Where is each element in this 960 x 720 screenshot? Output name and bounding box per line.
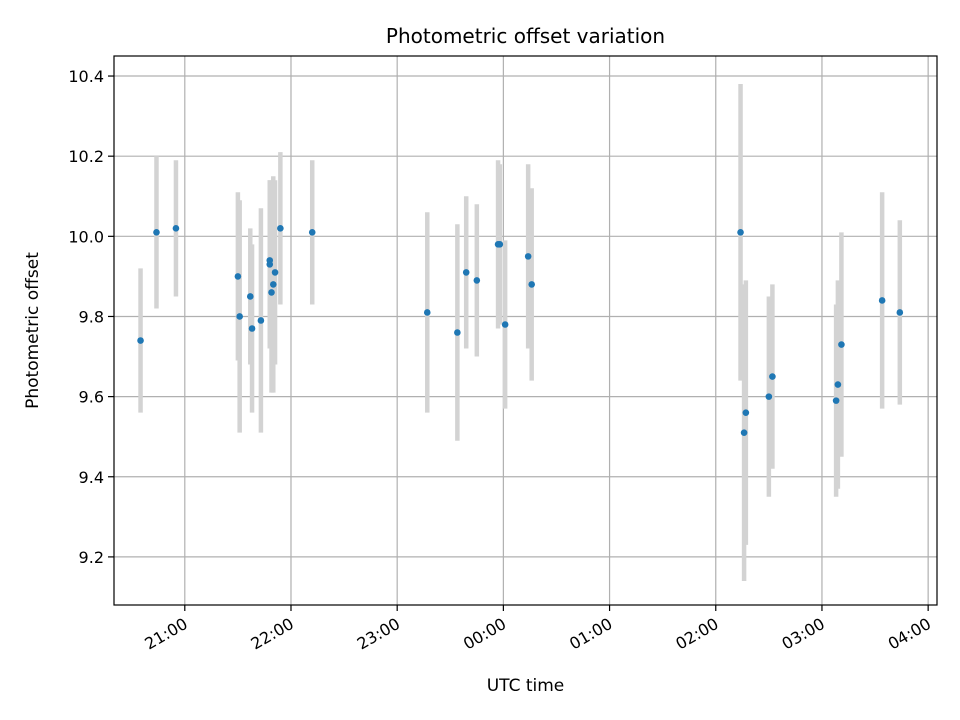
y-tick-label: 10.0	[68, 227, 104, 246]
data-point	[423, 309, 431, 316]
y-tick-label: 9.2	[79, 548, 104, 567]
data-point	[832, 397, 840, 404]
data-point	[878, 297, 886, 304]
data-point	[524, 253, 532, 260]
data-point	[740, 429, 748, 436]
data-point	[277, 225, 284, 232]
data-point	[268, 289, 275, 296]
data-point	[496, 241, 504, 248]
data-point	[765, 393, 773, 400]
plot-frame	[113, 55, 938, 606]
x-axis-title: UTC time	[487, 676, 565, 696]
data-point	[737, 229, 744, 236]
data-point	[266, 261, 274, 268]
data-point	[528, 281, 535, 288]
data-point	[269, 281, 277, 288]
data-point	[234, 273, 242, 280]
y-axis-title: Photometric offset	[23, 252, 43, 409]
data-point	[501, 321, 509, 328]
data-point	[137, 337, 144, 344]
data-point	[769, 373, 776, 380]
data-point	[454, 329, 461, 336]
y-tick-label: 10.4	[68, 67, 104, 86]
y-axis-ticks: 9.2 9.4 9.6 9.8 10.0 10.2 10.4	[68, 67, 114, 567]
data-point	[896, 309, 904, 316]
data-point	[473, 277, 481, 284]
data-point	[308, 229, 316, 236]
y-tick-label: 9.4	[79, 468, 104, 487]
data-point	[742, 409, 750, 416]
y-tick-label: 9.6	[79, 388, 104, 407]
data-point	[246, 293, 254, 300]
data-point	[172, 225, 180, 232]
data-point	[838, 341, 845, 348]
data-point	[834, 381, 842, 388]
data-point	[257, 317, 265, 324]
chart-title: Photometric offset variation	[386, 24, 665, 48]
data-point	[248, 325, 256, 332]
data-points	[137, 225, 904, 436]
data-point	[236, 313, 243, 320]
data-point	[153, 229, 160, 236]
data-point	[271, 269, 279, 276]
y-tick-label: 9.8	[79, 307, 104, 326]
y-tick-label: 10.2	[68, 147, 104, 166]
data-point	[462, 269, 470, 276]
